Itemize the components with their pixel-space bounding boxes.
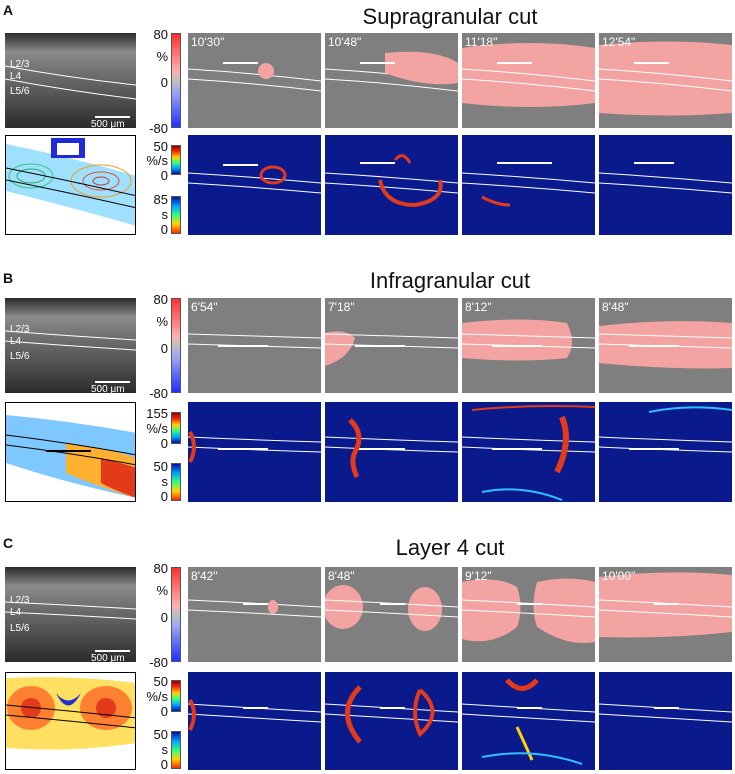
rate-tick-zero: 0 xyxy=(160,436,168,451)
layer-label-l4: L4 xyxy=(10,336,22,347)
brightfield-image: L2/3 L4 L5/6 500 μm xyxy=(5,33,136,130)
percent-tick-max: 80 xyxy=(153,561,168,576)
activation-time-contour-map xyxy=(5,135,136,235)
brightfield-image: L2/3 L4 L5/6 500 μm xyxy=(5,567,136,664)
time-unit: s xyxy=(161,742,169,757)
rate-frame xyxy=(188,135,321,235)
heat-frame: 6'54" xyxy=(188,298,321,393)
rate-unit: %/s xyxy=(146,689,168,704)
panel-title: Infragranular cut xyxy=(369,268,531,293)
time-tick-max: 50 xyxy=(153,459,168,474)
percent-tick-min: -80 xyxy=(149,121,168,136)
layer-label-l56: L5/6 xyxy=(10,86,30,97)
heat-frame: 8'12" xyxy=(462,298,595,393)
percent-tick-max: 80 xyxy=(153,292,168,307)
rate-unit: %/s xyxy=(146,421,168,436)
heat-frame: 10'48" xyxy=(325,33,458,128)
brightfield-image: L2/3 L4 L5/6 500 μm xyxy=(5,298,136,395)
rate-frame xyxy=(462,402,595,502)
heat-frame: 7'18" xyxy=(325,298,458,393)
heat-frame: 11'18" xyxy=(462,33,595,128)
percent-tick-zero: 0 xyxy=(160,610,168,625)
rate-colorbar xyxy=(171,145,181,175)
rate-frame xyxy=(462,672,595,770)
heat-frame: 10'30" xyxy=(188,33,321,128)
rate-tick-max: 50 xyxy=(153,674,168,689)
rate-tick-max: 50 xyxy=(153,139,168,154)
frame-time: 8'42" xyxy=(191,569,218,583)
heat-frame: 8'48" xyxy=(599,298,732,393)
frame-time: 9'12" xyxy=(465,569,492,583)
time-unit: s xyxy=(161,207,169,222)
rate-tick-zero: 0 xyxy=(160,168,168,183)
percent-tick-min: -80 xyxy=(149,386,168,401)
layer-label-l56: L5/6 xyxy=(10,351,30,362)
heat-frame: 8'42" xyxy=(188,567,321,662)
rate-frame xyxy=(188,402,321,502)
frame-time: 8'48" xyxy=(328,569,355,583)
frame-time: 10'00" xyxy=(602,569,636,583)
percent-tick-zero: 0 xyxy=(160,341,168,356)
rate-frame xyxy=(599,135,732,235)
panel-letter: A xyxy=(3,2,14,18)
rate-tick-max: 155 xyxy=(146,406,168,421)
frame-time: 10'30" xyxy=(191,35,225,49)
activation-time-contour-map xyxy=(5,402,136,502)
time-tick-zero: 0 xyxy=(160,222,168,237)
heat-frame: 8'48" xyxy=(325,567,458,662)
layer-label-l4: L4 xyxy=(10,71,22,82)
time-tick-zero: 0 xyxy=(160,757,168,772)
scale-bar-label: 500 μm xyxy=(91,384,125,395)
layer-label-l23: L2/3 xyxy=(10,595,30,606)
frame-time: 6'54" xyxy=(191,300,218,314)
percent-tick-zero: 0 xyxy=(160,75,168,90)
rate-colorbar xyxy=(171,412,181,444)
rate-colorbar xyxy=(171,680,181,712)
rate-frame xyxy=(325,135,458,235)
time-colorbar xyxy=(171,196,181,234)
heat-frame: 10'00" xyxy=(599,567,732,662)
panel-letter: C xyxy=(3,535,14,551)
time-tick-max: 85 xyxy=(153,192,168,207)
percent-unit: % xyxy=(156,583,168,598)
rate-frame xyxy=(599,402,732,502)
rate-frame xyxy=(599,672,732,770)
rate-tick-zero: 0 xyxy=(160,704,168,719)
layer-label-l4: L4 xyxy=(10,607,22,618)
time-tick-zero: 0 xyxy=(160,489,168,504)
percent-colorbar xyxy=(171,33,181,128)
time-colorbar xyxy=(171,731,181,769)
rate-frame xyxy=(462,135,595,235)
rate-frame xyxy=(325,672,458,770)
scale-bar-label: 500 μm xyxy=(91,653,125,664)
rate-frame xyxy=(325,402,458,502)
percent-unit: % xyxy=(156,49,168,64)
layer-label-l23: L2/3 xyxy=(10,324,30,335)
frame-time: 8'12" xyxy=(465,300,492,314)
layer-label-l56: L5/6 xyxy=(10,623,30,634)
time-colorbar xyxy=(171,463,181,501)
frame-time: 8'48" xyxy=(602,300,629,314)
rate-frame xyxy=(188,672,321,770)
panel-letter: B xyxy=(3,270,14,286)
time-tick-max: 50 xyxy=(153,727,168,742)
panel-title: Supragranular cut xyxy=(362,4,538,29)
percent-tick-max: 80 xyxy=(153,27,168,42)
heat-frame: 9'12" xyxy=(462,567,595,662)
heat-frame: 12'54" xyxy=(599,33,732,128)
panel-title: Layer 4 cut xyxy=(395,535,505,560)
frame-time: 10'48" xyxy=(328,35,362,49)
time-unit: s xyxy=(161,474,169,489)
scale-bar-label: 500 μm xyxy=(91,119,125,130)
frame-time: 11'18" xyxy=(465,35,498,49)
percent-colorbar xyxy=(171,567,181,662)
rate-unit: %/s xyxy=(146,153,168,168)
frame-time: 12'54" xyxy=(602,35,636,49)
layer-label-l23: L2/3 xyxy=(10,59,30,70)
activation-time-contour-map xyxy=(5,672,136,770)
percent-tick-min: -80 xyxy=(149,655,168,670)
percent-unit: % xyxy=(156,314,168,329)
percent-colorbar xyxy=(171,298,181,393)
frame-time: 7'18" xyxy=(328,300,355,314)
